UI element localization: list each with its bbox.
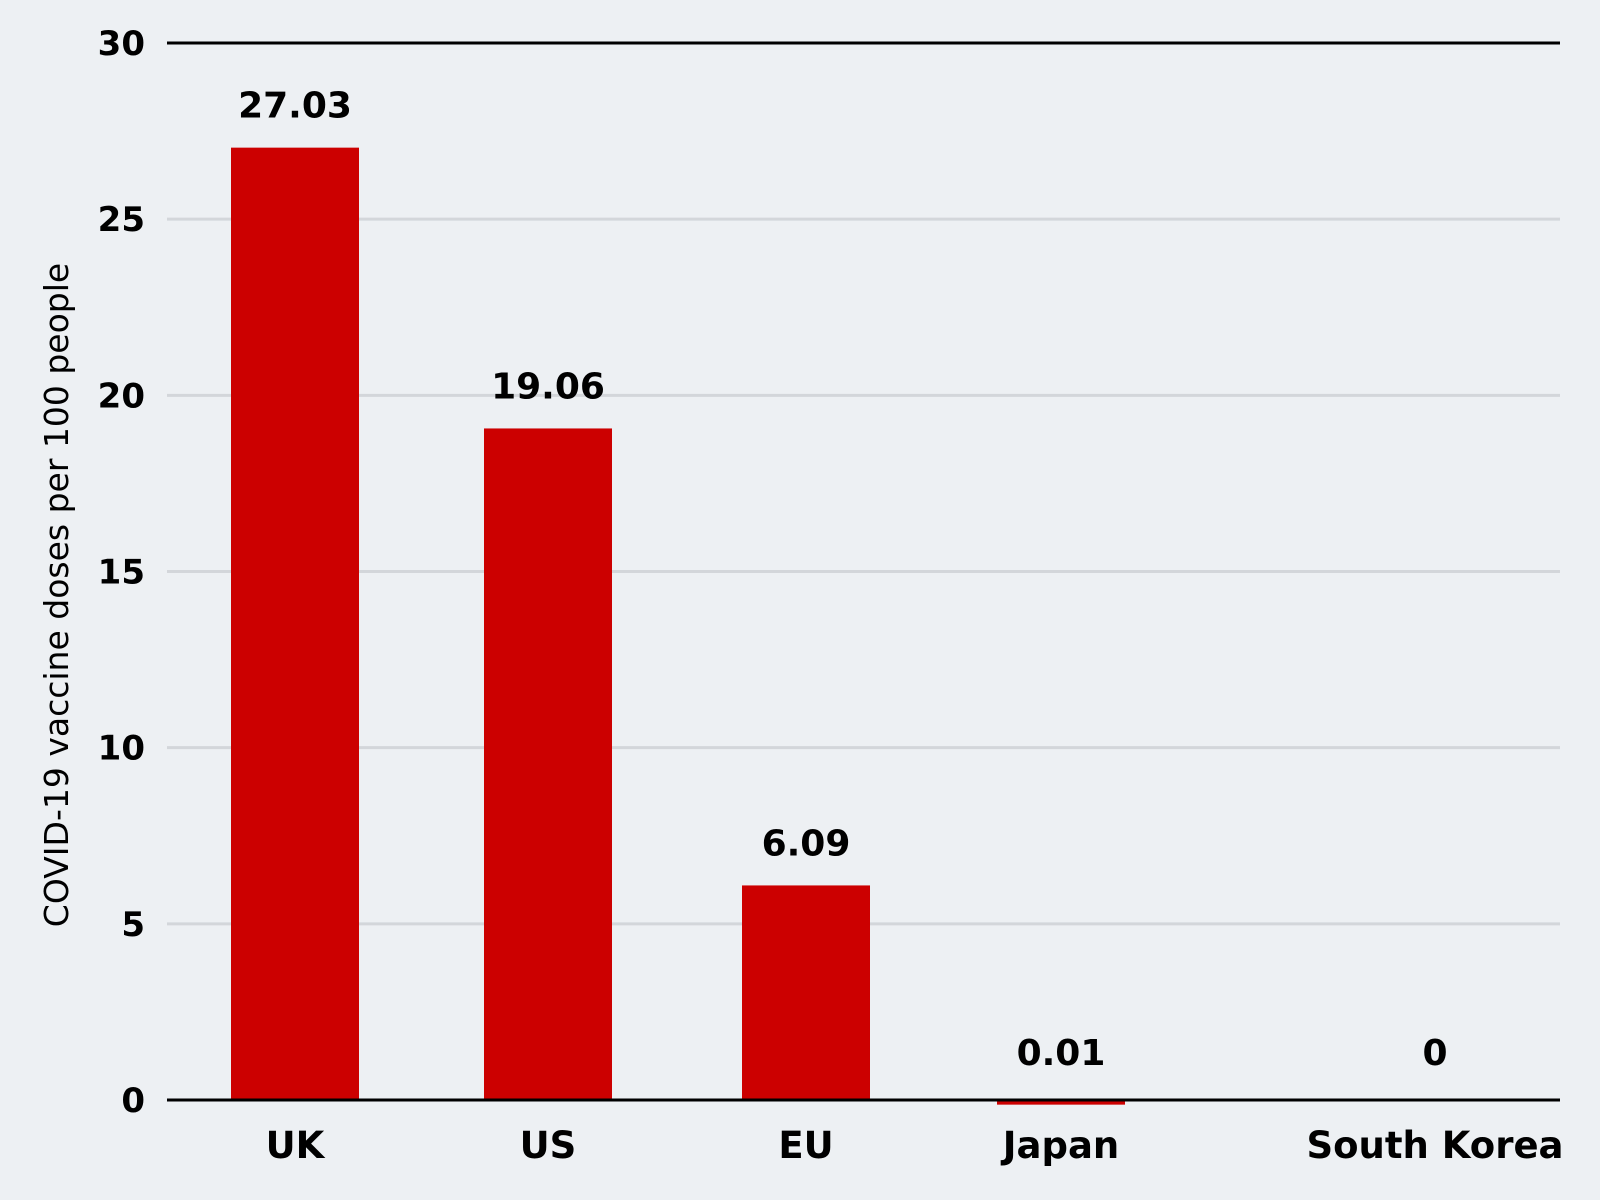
y-tick-label: 15 xyxy=(98,553,145,593)
bar-japan xyxy=(997,1099,1125,1105)
labels: 0 5 10 15 20 25 30 27.03 UK 19.06 US 6.09 EU 0.01 Japa… xyxy=(98,24,1564,1167)
y-tick-label: 30 xyxy=(98,24,145,64)
data-label: 19.06 xyxy=(491,366,605,407)
x-tick-label: South Korea xyxy=(1306,1124,1563,1167)
gridlines xyxy=(167,217,1560,926)
x-tick-label: UK xyxy=(266,1124,326,1167)
bar-us xyxy=(484,428,612,1101)
y-tick-label: 5 xyxy=(121,905,145,945)
y-axis-label: COVID-19 vaccine doses per 100 people xyxy=(37,263,76,927)
bar-uk xyxy=(231,147,359,1100)
y-tick-label: 10 xyxy=(98,729,145,769)
x-tick-label: Japan xyxy=(1000,1124,1120,1167)
y-tick-label: 25 xyxy=(98,200,145,240)
data-label: 27.03 xyxy=(238,86,352,127)
data-label: 0 xyxy=(1422,1033,1447,1074)
bars xyxy=(231,147,1125,1105)
bar-eu xyxy=(742,885,870,1100)
x-tick-label: US xyxy=(520,1124,577,1167)
data-label: 6.09 xyxy=(762,823,851,864)
y-tick-label: 20 xyxy=(98,376,145,416)
data-label: 0.01 xyxy=(1017,1033,1106,1074)
x-tick-label: EU xyxy=(778,1124,833,1167)
y-tick-label: 0 xyxy=(121,1081,145,1121)
axes xyxy=(167,41,1560,1102)
